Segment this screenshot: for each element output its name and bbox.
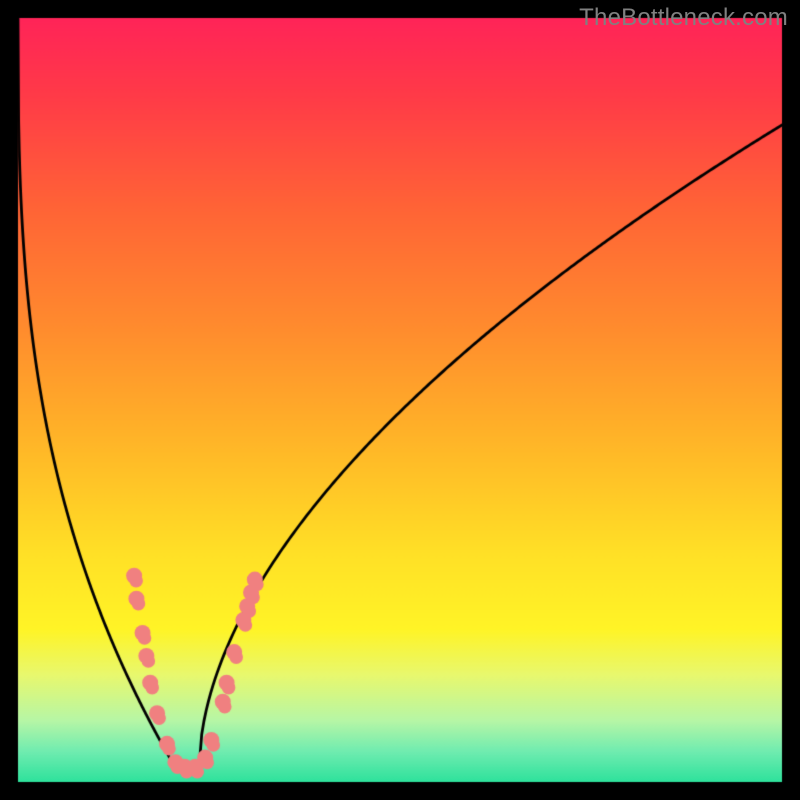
chart-stage: TheBottleneck.com (0, 0, 800, 800)
gradient-background (0, 0, 800, 800)
